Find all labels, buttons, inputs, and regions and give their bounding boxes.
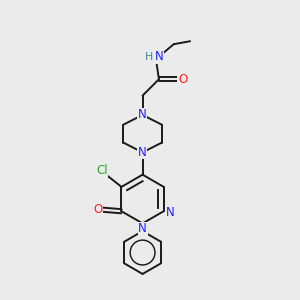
Text: N: N [155, 50, 164, 63]
Text: O: O [93, 202, 102, 216]
Text: H: H [145, 52, 154, 62]
Text: N: N [138, 222, 147, 235]
Text: Cl: Cl [96, 164, 108, 177]
Text: N: N [166, 206, 175, 219]
Text: N: N [138, 108, 146, 122]
Text: N: N [138, 146, 146, 159]
Text: O: O [178, 73, 187, 86]
